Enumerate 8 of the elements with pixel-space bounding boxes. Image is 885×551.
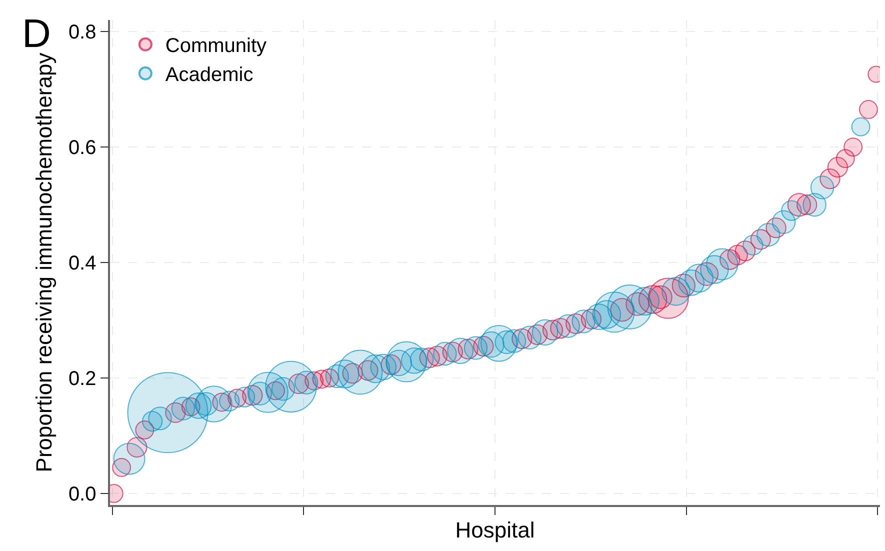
y-tick-label: 0.8 — [68, 22, 96, 44]
y-tick-label: 0.2 — [68, 368, 96, 390]
y-tick-label: 0.6 — [68, 137, 96, 160]
legend-label: Community — [165, 35, 267, 58]
legend-label: Academic — [165, 64, 254, 86]
x-axis-title: Hospital — [455, 518, 535, 543]
y-tick-label: 0.4 — [68, 252, 96, 274]
y-tick-label: 0.0 — [68, 483, 96, 506]
